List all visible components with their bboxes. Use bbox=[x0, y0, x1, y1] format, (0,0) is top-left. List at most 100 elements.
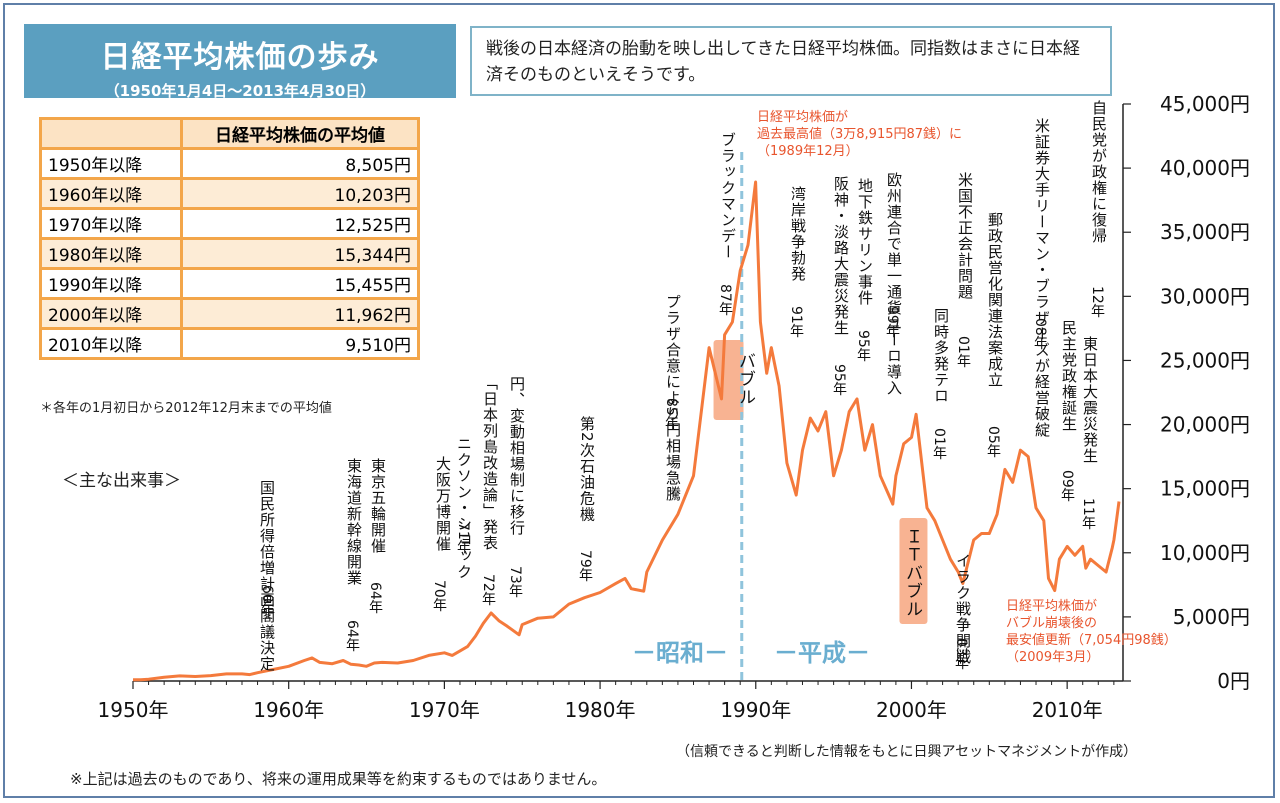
event-annotation: 円、変動相場制に移行 bbox=[508, 376, 526, 536]
y-tick-label: 5,000円 bbox=[1173, 605, 1250, 629]
event-annotation: 国民所得倍増計画閣議決定 bbox=[258, 480, 276, 672]
event-year-text: 95年 bbox=[855, 330, 871, 362]
event-year: 91年 bbox=[787, 306, 807, 338]
table-period: 1960年以降 bbox=[39, 177, 183, 210]
event-year: 05年 bbox=[984, 426, 1004, 458]
event-annotation: 東海道新幹線開業 bbox=[345, 458, 363, 586]
event-year-text: 12年 bbox=[1089, 286, 1105, 318]
event-year-text: 99年 bbox=[884, 306, 900, 338]
peak-callout-line: 日経平均株価が bbox=[757, 110, 848, 125]
table-period: 1980年以降 bbox=[39, 237, 183, 270]
table-period: 2000年以降 bbox=[39, 297, 183, 330]
y-tick-label: 0円 bbox=[1217, 669, 1250, 693]
event-year: 64年 bbox=[366, 582, 386, 614]
it-bubble-badge bbox=[899, 518, 928, 624]
table-row: 2000年以降 11,962円 bbox=[39, 297, 420, 330]
event-annotation: 大阪万博開催 bbox=[434, 456, 452, 552]
event-annotation: 郵政民営化関連法案成立 bbox=[986, 212, 1004, 388]
event-year-text: 85年 bbox=[663, 398, 679, 430]
x-tick-label: 1970年 bbox=[409, 698, 480, 722]
low-callout-line: バブル崩壊後の bbox=[1006, 615, 1097, 631]
event-year-text: 64年 bbox=[367, 582, 383, 614]
y-tick-label: 25,000円 bbox=[1160, 348, 1250, 372]
event-year-text: 09年 bbox=[1059, 470, 1075, 502]
x-tick-label: 2010年 bbox=[1032, 698, 1103, 722]
x-tick-label: 1960年 bbox=[253, 698, 324, 722]
table-header-row: 日経平均株価の平均値 bbox=[39, 117, 420, 150]
y-tick-label: 10,000円 bbox=[1160, 541, 1250, 565]
event-annotation: 自民党が政権に復帰 bbox=[1090, 100, 1108, 244]
table-value: 15,455円 bbox=[180, 267, 420, 300]
low-callout-line: 日経平均株価が bbox=[1006, 599, 1097, 614]
event-annotation: 地下鉄サリン事件 bbox=[856, 178, 874, 306]
event-year-text: 72年 bbox=[480, 574, 496, 606]
table-row: 1980年以降 15,344円 bbox=[39, 237, 420, 270]
event-year: 11年 bbox=[1079, 498, 1099, 530]
era-label-showa: －昭和－ bbox=[632, 639, 728, 667]
table-period: 1950年以降 bbox=[39, 147, 183, 180]
event-year: 85年 bbox=[662, 398, 682, 430]
y-tick-label: 15,000円 bbox=[1160, 477, 1250, 501]
table-row: 2010年以降 9,510円 bbox=[39, 327, 420, 360]
event-year: 08年 bbox=[1031, 318, 1051, 350]
figure-frame bbox=[3, 3, 1275, 798]
event-annotation: 「日本列島改造論」発表 bbox=[481, 375, 499, 551]
event-year: 03年 bbox=[952, 638, 972, 670]
event-annotation: イラク戦争開戦 bbox=[954, 553, 972, 665]
event-year-text: 11年 bbox=[1080, 498, 1096, 530]
x-tick-label: 1980年 bbox=[565, 698, 636, 722]
table-row: 1970年以降 12,525円 bbox=[39, 207, 420, 240]
peak-callout-line: （1989年12月） bbox=[757, 144, 859, 159]
event-year-text: 64年 bbox=[344, 620, 360, 652]
average-table: 日経平均株価の平均値 1950年以降 8,505円 1960年以降 10,203円 … bbox=[39, 117, 420, 360]
low-callout-line: 最安値更新（7,054円98銭） bbox=[1006, 632, 1177, 648]
event-year-text: 95年 bbox=[831, 364, 847, 396]
table-value: 10,203円 bbox=[180, 177, 420, 210]
event-year-text: 01年 bbox=[931, 428, 947, 460]
event-annotation: 湾岸戦争勃発 bbox=[789, 186, 807, 282]
event-year-text: 70年 bbox=[431, 580, 447, 612]
y-tick-label: 30,000円 bbox=[1160, 284, 1250, 308]
table-period: 1970年以降 bbox=[39, 207, 183, 240]
peak-callout: 日経平均株価が過去最高値（3万8,915円87銭）に （1989年12月） bbox=[757, 110, 962, 159]
event-year: 87年 bbox=[716, 284, 736, 316]
event-year-text: 05年 bbox=[985, 426, 1001, 458]
page-subtitle: （1950年1月4日～2013年4月30日） bbox=[104, 82, 376, 100]
event-year: 01年 bbox=[954, 336, 974, 368]
event-annotation: 東京五輪開催 bbox=[369, 458, 387, 554]
x-tick-label: 2000年 bbox=[876, 698, 947, 722]
table-header-label: 日経平均株価の平均値 bbox=[180, 117, 420, 150]
event-annotation: 米証券大手リーマン・ブラザーズが経営破綻 bbox=[1033, 118, 1051, 438]
event-annotation: プラザ合意により円相場急騰 bbox=[664, 294, 682, 502]
event-year-text: 03年 bbox=[953, 638, 969, 670]
event-year-text: 79年 bbox=[577, 550, 593, 582]
table-value: 9,510円 bbox=[180, 327, 420, 360]
table-value: 11,962円 bbox=[180, 297, 420, 330]
event-year: 01年 bbox=[930, 428, 950, 460]
event-annotation: 米国不正会計問題 bbox=[956, 172, 974, 300]
title-banner: 日経平均株価の歩み （1950年1月4日～2013年4月30日） bbox=[24, 24, 456, 100]
event-year: 09年 bbox=[1058, 470, 1078, 502]
event-year: 70年 bbox=[430, 580, 450, 612]
event-year-text: 01年 bbox=[955, 336, 971, 368]
y-tick-label: 35,000円 bbox=[1160, 220, 1250, 244]
table-period: 2010年以降 bbox=[39, 327, 183, 360]
event-year: 95年 bbox=[854, 330, 874, 362]
y-tick-label: 45,000円 bbox=[1160, 92, 1250, 116]
event-annotation: 民主党政権誕生 bbox=[1060, 320, 1078, 432]
event-year: 60年 bbox=[258, 585, 278, 617]
intro-text: 戦後の日本経済の胎動を映し出してきた日経平均株価。同指数はまさに日本経済そのもの… bbox=[470, 26, 1112, 96]
bubble-badge-label: バブル bbox=[735, 352, 755, 406]
event-annotation: 同時多発テロ bbox=[932, 308, 950, 404]
source-note: （信頼できると判断した情報をもとに日興アセットマネジメントが作成） bbox=[676, 744, 1138, 760]
table-period: 1990年以降 bbox=[39, 267, 183, 300]
it-bubble-badge-label: ＩＴバブル bbox=[902, 528, 922, 618]
event-annotation: 欧州連合で単一通貨ユーロ導入 bbox=[885, 172, 903, 396]
event-annotation: 東日本大震災発生 bbox=[1081, 336, 1099, 464]
event-year: 12年 bbox=[1088, 286, 1108, 318]
table-row: 1990年以降 15,455円 bbox=[39, 267, 420, 300]
event-annotation: ニクソン・ショック bbox=[455, 436, 473, 580]
event-year-text: 87年 bbox=[717, 284, 733, 316]
event-year: 73年 bbox=[506, 566, 526, 598]
table-header-blank bbox=[39, 117, 183, 150]
